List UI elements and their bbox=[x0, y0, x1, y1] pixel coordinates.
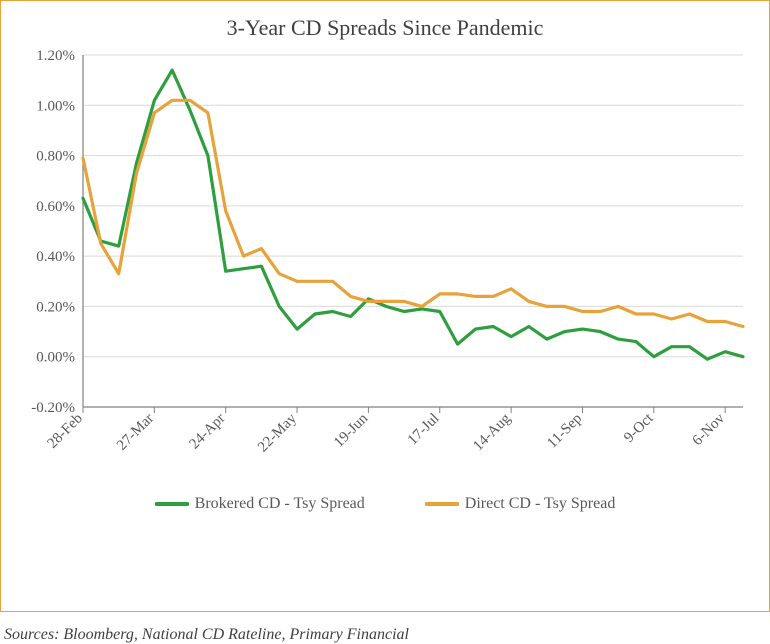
plot-area: -0.20% 0.00% 0.20% 0.40% 0.60% 0.80% 1.00% 1.20… bbox=[13, 49, 757, 489]
legend-swatch-direct bbox=[425, 502, 459, 506]
svg-text:1.00%: 1.00% bbox=[36, 98, 75, 114]
svg-text:0.80%: 0.80% bbox=[36, 149, 75, 165]
svg-text:17-Jul: 17-Jul bbox=[405, 411, 443, 449]
svg-text:9-Oct: 9-Oct bbox=[621, 410, 657, 446]
chart-title: 3-Year CD Spreads Since Pandemic bbox=[13, 15, 757, 41]
sources-note: Sources: Bloomberg, National CD Rateline… bbox=[4, 626, 770, 644]
svg-text:28-Feb: 28-Feb bbox=[44, 411, 85, 452]
legend: Brokered CD - Tsy Spread Direct CD - Tsy… bbox=[13, 495, 757, 513]
svg-text:0.00%: 0.00% bbox=[36, 350, 75, 366]
svg-text:1.20%: 1.20% bbox=[36, 49, 75, 64]
svg-text:0.20%: 0.20% bbox=[36, 299, 75, 315]
svg-text:14-Aug: 14-Aug bbox=[470, 410, 514, 454]
svg-text:6-Nov: 6-Nov bbox=[690, 410, 729, 449]
legend-item-direct: Direct CD - Tsy Spread bbox=[425, 495, 616, 513]
legend-label-brokered: Brokered CD - Tsy Spread bbox=[195, 495, 365, 513]
legend-swatch-brokered bbox=[155, 502, 189, 506]
svg-text:0.40%: 0.40% bbox=[36, 249, 75, 265]
svg-text:22-May: 22-May bbox=[255, 410, 300, 455]
svg-text:11-Sep: 11-Sep bbox=[544, 411, 585, 452]
legend-label-direct: Direct CD - Tsy Spread bbox=[465, 495, 616, 513]
svg-text:-0.20%: -0.20% bbox=[31, 400, 75, 416]
svg-text:27-Mar: 27-Mar bbox=[114, 411, 157, 454]
legend-item-brokered: Brokered CD - Tsy Spread bbox=[155, 495, 365, 513]
line-chart: -0.20% 0.00% 0.20% 0.40% 0.60% 0.80% 1.00% 1.20… bbox=[13, 49, 759, 489]
svg-text:0.60%: 0.60% bbox=[36, 199, 75, 215]
svg-text:19-Jun: 19-Jun bbox=[331, 410, 372, 451]
svg-text:24-Apr: 24-Apr bbox=[187, 411, 229, 453]
chart-container: 3-Year CD Spreads Since Pandemic -0.20% 0… bbox=[0, 0, 770, 612]
